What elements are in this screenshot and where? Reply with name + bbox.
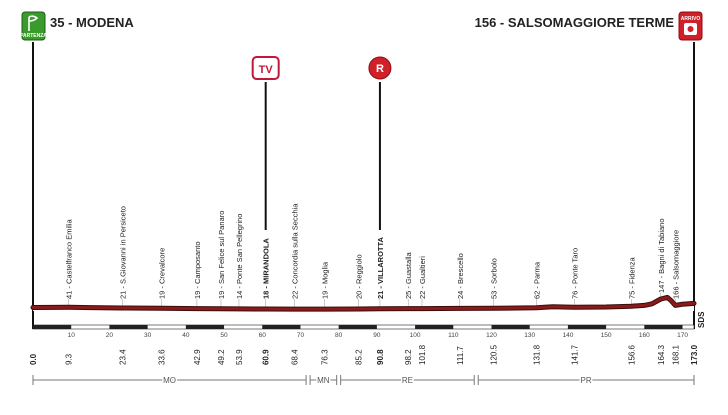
km-tick-label: 120 [486, 332, 497, 339]
place-label: 19 - Camposanto [193, 241, 202, 299]
km-distance-label: 120.5 [489, 344, 498, 365]
km-distance-label: 9.3 [65, 353, 74, 365]
region-code-label: MO [163, 376, 176, 385]
place-label: 19 - Crevalcore [157, 248, 166, 299]
km-tick-label: 160 [639, 332, 650, 339]
finish-badge-label: ARRIVO [681, 16, 701, 22]
elevation-profile [30, 294, 697, 312]
km-distance-label: 33.6 [157, 349, 166, 365]
km-tick-label: 20 [106, 332, 114, 339]
km-tick-label: 60 [259, 332, 267, 339]
place-label: 19 - Moglia [321, 261, 330, 299]
km-distance-label: 168.1 [671, 344, 680, 365]
place-label: 21 - S.Giovanni in Persiceto [118, 206, 127, 299]
place-label: 147 - Bagni di Tabiano [657, 218, 666, 293]
km-band-segment [185, 325, 225, 329]
finish-code-label: SDS [697, 311, 706, 328]
place-label: 166 - Salsomaggiore [671, 230, 680, 299]
place-label: 24 - Brescello [456, 253, 465, 299]
km-distance-label: 23.4 [118, 349, 127, 365]
place-label: 25 - Guastalla [404, 251, 413, 299]
start-badge-label: PARTENZA [20, 33, 47, 39]
km-band-segment [491, 325, 530, 329]
km-tick-label: 50 [220, 332, 228, 339]
km-tick-label: 80 [335, 332, 343, 339]
km-distance-label: 68.4 [290, 349, 299, 365]
km-band-segment [338, 325, 377, 329]
place-names: 41 - Castelfranco Emilia 21 - S.Giovanni … [65, 203, 680, 310]
km-tick-label: 140 [562, 332, 573, 339]
region-code-label: PR [581, 376, 592, 385]
km-band-segment [644, 325, 683, 329]
start-town-label: 35 - MODENA [50, 15, 134, 30]
km-tick-label: 40 [182, 332, 190, 339]
place-label: 20 - Reggiolo [355, 254, 364, 299]
finish-town-label: 156 - SALSOMAGGIORE TERME [475, 15, 675, 30]
place-label: 75 - Fidenza [627, 256, 636, 299]
km-distance-label: 164.3 [657, 344, 666, 365]
km-distance-label: 85.2 [355, 349, 364, 365]
km-band-segment [567, 325, 607, 329]
km-distance-label: 173.0 [690, 344, 699, 365]
place-label: 22 - Gualtieri [418, 256, 427, 299]
km-distance-label: 90.8 [376, 349, 385, 365]
intermediate-markers: TV R [32, 42, 695, 329]
place-label: 62 - Parma [533, 261, 542, 299]
place-label: 22 - Concordia sulla Secchia [290, 203, 299, 299]
km-tick-label: 100 [410, 332, 421, 339]
km-tick-label: 10 [68, 332, 76, 339]
start-badge: PARTENZA [20, 11, 47, 41]
region-code-label: MN [317, 376, 330, 385]
km-band-segment [109, 325, 148, 329]
km-band-segment [33, 325, 72, 329]
place-label: 19 - San Felice sul Panaro [217, 211, 226, 299]
km-tick-label: 170 [677, 332, 688, 339]
place-label: 14 - Ponte San Pellegrino [235, 214, 244, 299]
km-distance-label: 131.8 [533, 344, 542, 365]
km-distance-label: 101.8 [418, 344, 427, 365]
tv-marker-icon [251, 56, 280, 80]
km-distance-label: 0.0 [29, 353, 38, 365]
km-tick-label: 110 [448, 332, 459, 339]
place-label: 76 - Ponte Taro [570, 248, 579, 299]
marker-symbol-label: TV [259, 64, 274, 76]
km-tick-label: 130 [524, 332, 535, 339]
place-label: 53 - Sorbolo [489, 258, 498, 299]
km-tick-label: 90 [373, 332, 381, 339]
km-distance-label: 76.3 [321, 349, 330, 365]
km-tick-label: 30 [144, 332, 152, 339]
km-tick-label: 150 [601, 332, 612, 339]
km-distance-label: 60.9 [262, 349, 271, 365]
km-distance-label: 156.6 [627, 344, 636, 365]
place-label: 18 - MIRANDOLA [262, 238, 271, 299]
km-distance-label: 141.7 [570, 344, 579, 365]
km-band-segment [262, 325, 301, 329]
km-distance-label: 49.2 [217, 349, 226, 365]
km-band-segment [415, 325, 454, 329]
province-bar: MO MN RE PR [32, 375, 695, 387]
marker-symbol-label: R [376, 63, 384, 75]
km-axis: 10 20 30 40 50 60 70 80 90 100 110 120 130 140 150 160 1… [29, 311, 706, 365]
km-distance-label: 98.2 [404, 349, 413, 365]
place-label: 21 - VILLAROTTA [376, 236, 385, 299]
place-label: 41 - Castelfranco Emilia [65, 219, 74, 299]
km-distance-label: 42.9 [193, 349, 202, 365]
km-tick-label: 70 [297, 332, 305, 339]
start-flag-icon [28, 15, 39, 31]
refreshment-marker-icon [368, 56, 392, 80]
finish-badge: ARRIVO [678, 11, 703, 41]
profile-line [31, 295, 696, 311]
region-code-label: RE [402, 376, 413, 385]
km-distance-label: 53.9 [235, 349, 244, 365]
km-distance-label: 111.7 [456, 346, 465, 365]
